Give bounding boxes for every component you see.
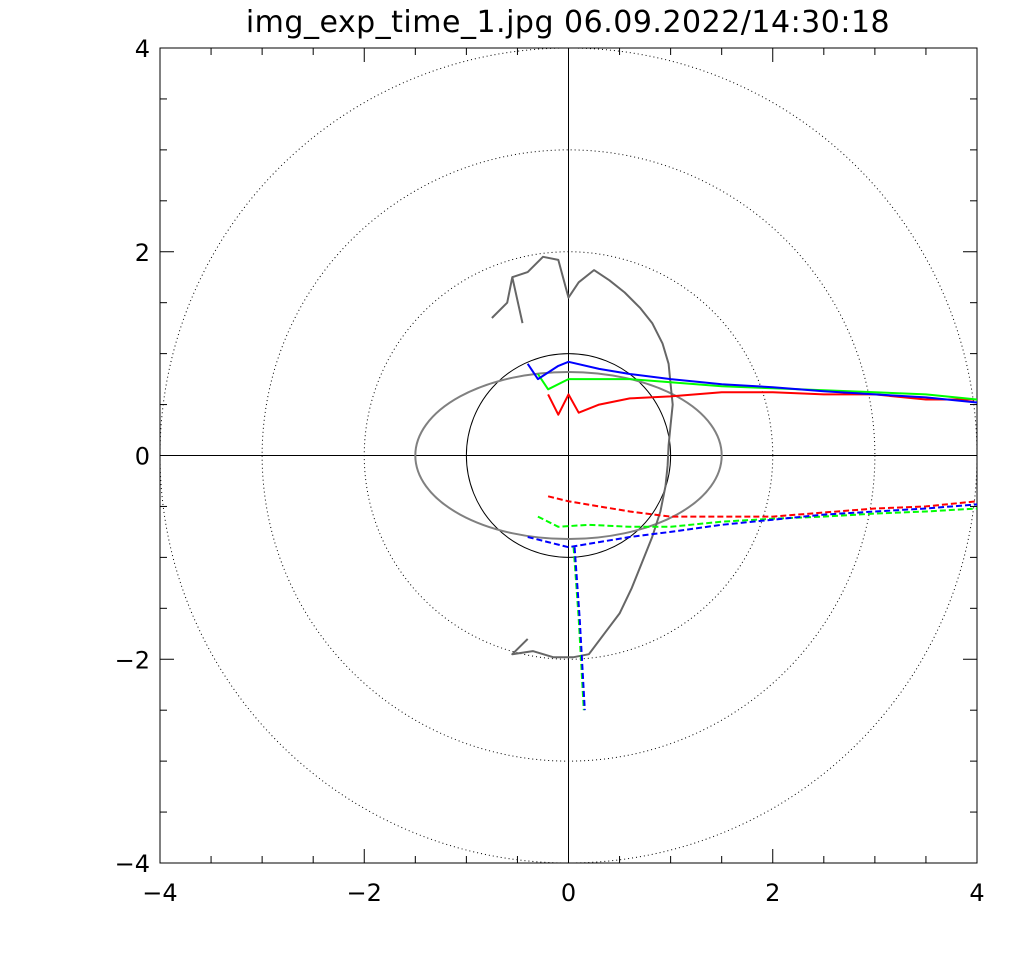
x-tick-label: 0 — [561, 879, 576, 907]
x-tick-label: −4 — [142, 879, 177, 907]
y-tick-label: 2 — [135, 239, 150, 267]
series-blue-dashed-7 — [527, 503, 977, 549]
y-tick-label: 0 — [135, 443, 150, 471]
series-blue-solid-4 — [526, 360, 977, 404]
x-tick-label: 2 — [765, 879, 780, 907]
chart-title: img_exp_time_1.jpg 06.09.2022/14:30:18 — [246, 5, 890, 40]
series-blue-dashed-9 — [573, 547, 586, 711]
y-tick-label: −2 — [115, 646, 150, 674]
axes — [159, 47, 978, 864]
series-gray_trace-solid-1 — [491, 276, 524, 324]
tick-labels: −4 −2 0 2 4 −4 −2 0 2 4 — [115, 35, 985, 907]
series-gray_trace-solid-0 — [511, 255, 674, 659]
series-red-dashed-5 — [547, 495, 977, 518]
tick-marks — [159, 47, 978, 864]
y-tick-label: −4 — [115, 850, 150, 878]
data-traces — [414, 255, 977, 711]
x-tick-label: −2 — [347, 879, 382, 907]
series-green-dashed-8 — [572, 547, 585, 711]
series-green-dashed-6 — [537, 507, 977, 528]
reference-ellipse — [414, 370, 723, 541]
y-tick-label: 4 — [135, 35, 150, 63]
x-tick-label: 4 — [969, 879, 984, 907]
series-green-solid-3 — [537, 373, 977, 401]
